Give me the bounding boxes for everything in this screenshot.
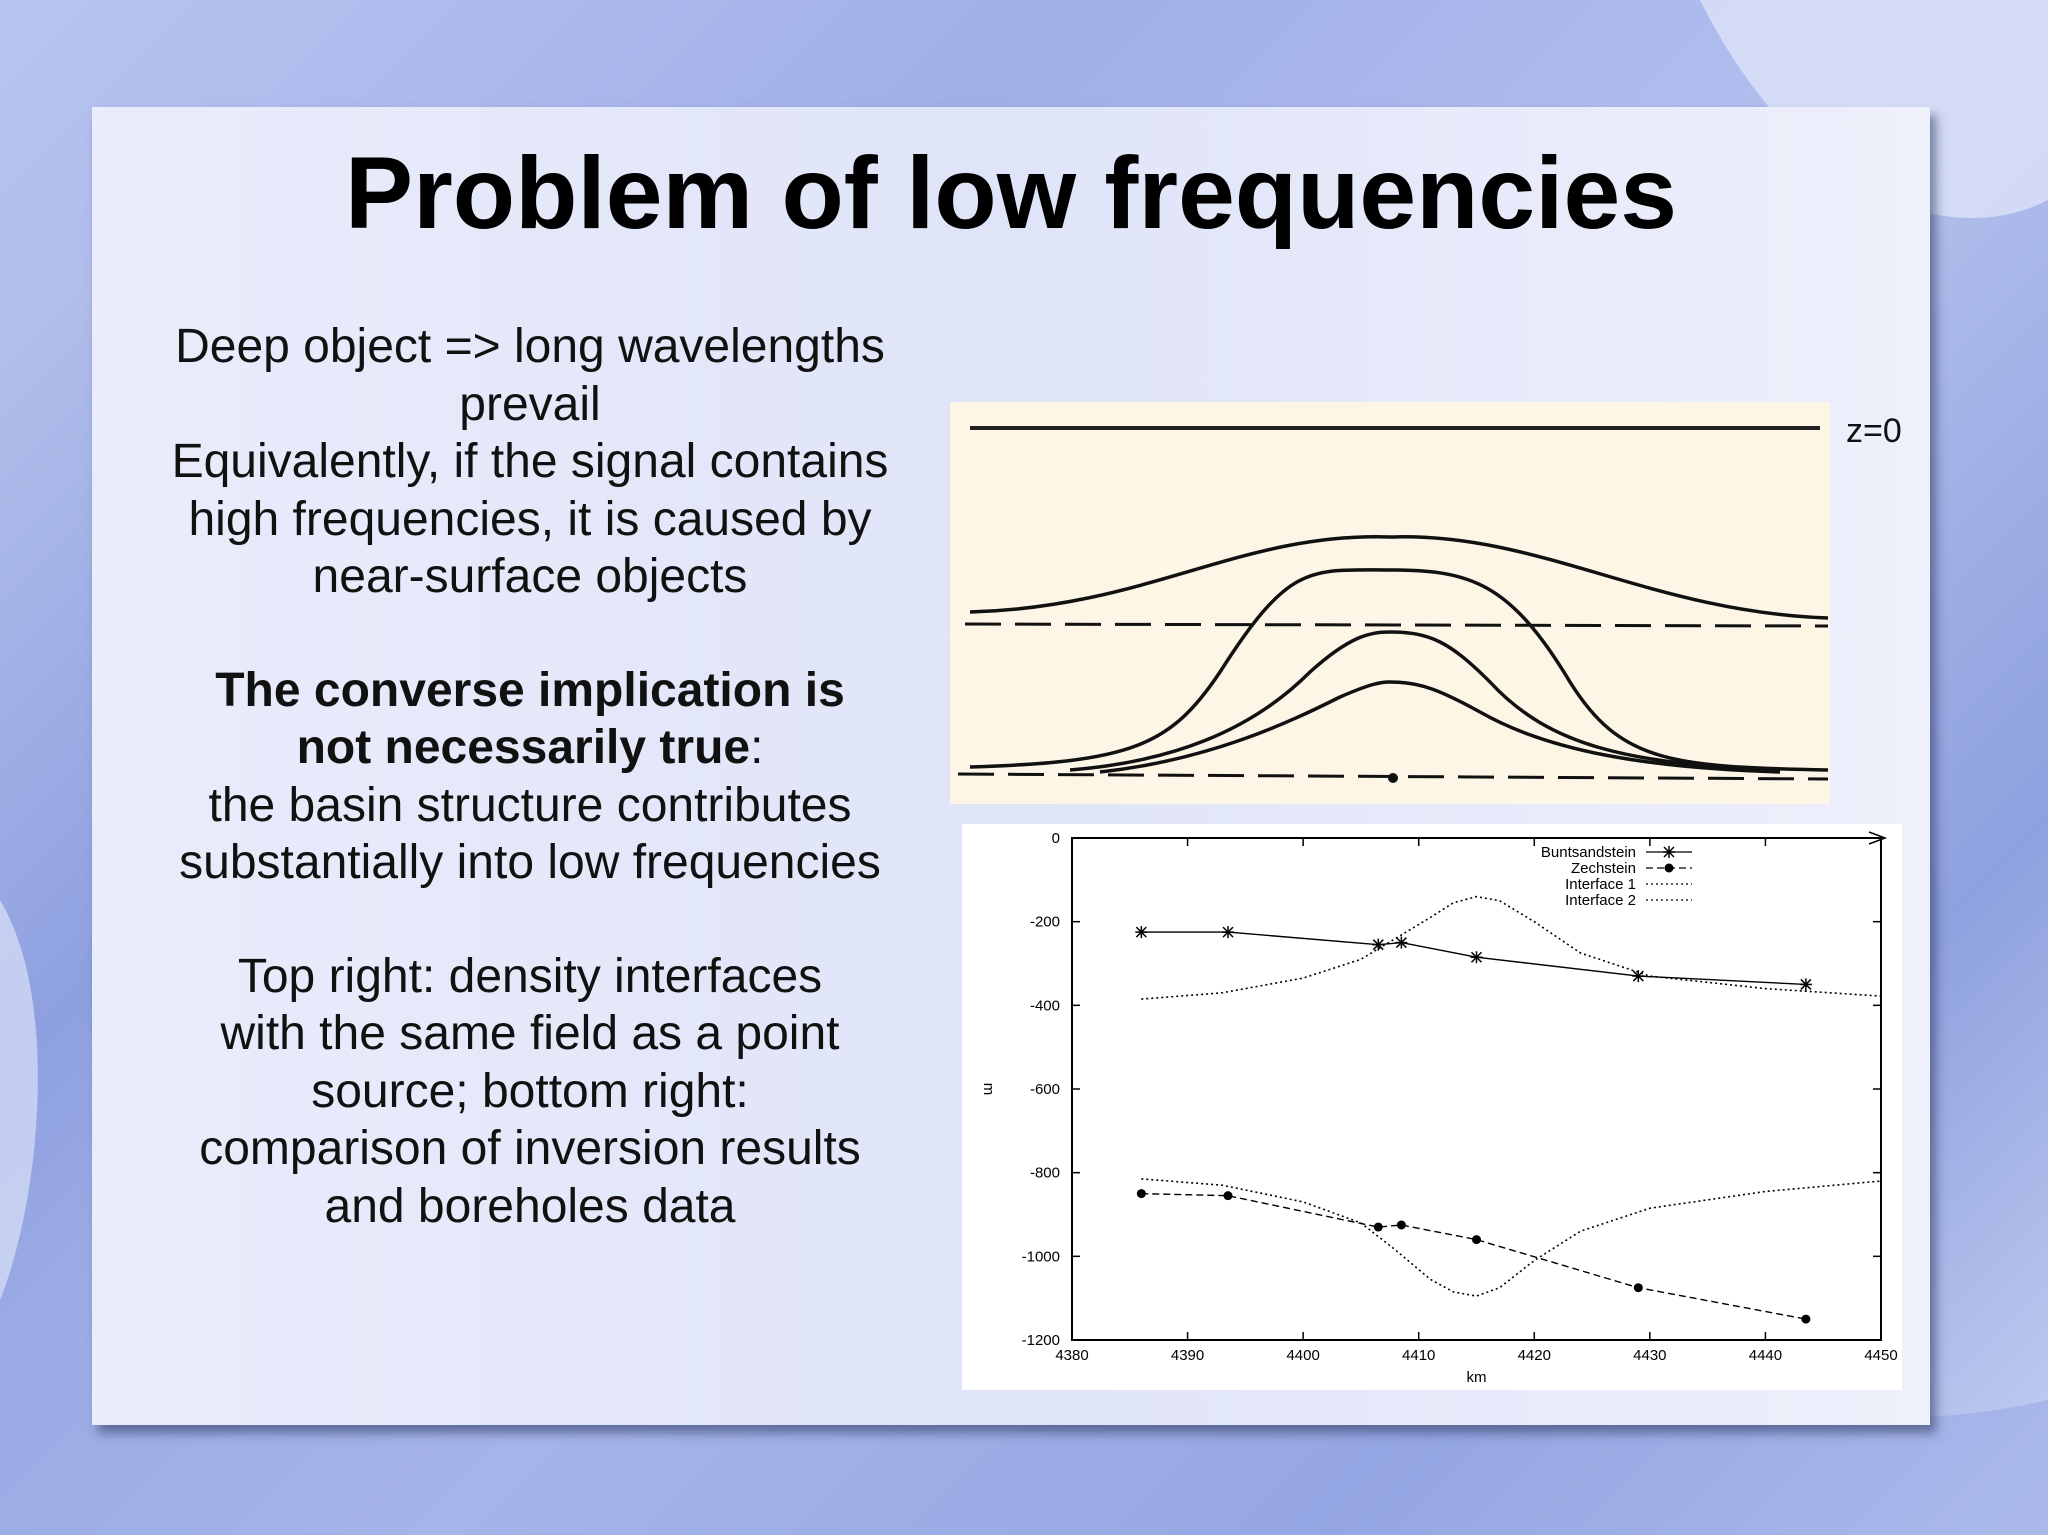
paragraph-1: Deep object => long wavelengths prevail …: [50, 318, 1010, 606]
y-tick-label: -600: [1030, 1081, 1060, 1098]
data-point: [1633, 1283, 1643, 1293]
data-point: [1373, 1222, 1383, 1232]
y-tick-label: -200: [1030, 914, 1060, 931]
data-point: [1472, 1235, 1481, 1245]
data-point: [1632, 970, 1645, 983]
x-tick-label: 4380: [1055, 1347, 1088, 1364]
text-line: substantially into low frequencies: [179, 836, 881, 889]
data-point: [1663, 846, 1675, 858]
bold-line: The converse implication is: [215, 663, 845, 717]
text-line: source; bottom right:: [311, 1064, 749, 1118]
x-tick-label: 4440: [1749, 1347, 1782, 1364]
text-line: prevail: [459, 377, 601, 431]
legend-label: Interface 2: [1565, 892, 1636, 909]
axis-arrow: [1868, 831, 1888, 845]
data-point: [1470, 951, 1483, 964]
text-line: Equivalently, if the signal contains: [171, 435, 889, 488]
marker-stroke: [1800, 978, 1812, 990]
figure-background: [950, 402, 1830, 804]
interface-curve: [1099, 680, 1781, 774]
text-line: Top right: density interfaces: [237, 949, 823, 1003]
interface-curve: [1069, 630, 1781, 772]
data-point: [1223, 1191, 1233, 1201]
data-point: [1136, 1189, 1146, 1199]
data-point: [1395, 936, 1408, 949]
point-source: [1388, 773, 1398, 783]
marker-stroke: [1135, 926, 1147, 938]
y-tick-label: 0: [1052, 830, 1060, 847]
y-tick-label: -400: [1030, 997, 1060, 1014]
z-zero-label: z=0: [1846, 412, 1902, 450]
y-tick-label: -800: [1030, 1165, 1060, 1182]
data-point: [1135, 926, 1148, 939]
data-point: [1801, 1314, 1811, 1324]
data-point: [1372, 938, 1385, 951]
density-interfaces-figure: [950, 402, 1830, 804]
slide-title: Problem of low frequencies: [345, 136, 1677, 250]
colon: :: [750, 721, 764, 774]
marker-stroke: [1372, 939, 1384, 951]
x-tick-label: 4450: [1864, 1347, 1897, 1364]
data-point: [1664, 863, 1674, 873]
y-tick-label: -1000: [1022, 1248, 1060, 1265]
text-line: comparison of inversion results: [199, 1122, 861, 1175]
y-tick-label: -1200: [1022, 1332, 1060, 1349]
x-axis-label: km: [1467, 1369, 1487, 1386]
data-point: [1222, 926, 1235, 939]
chart-background: [962, 824, 1902, 1390]
x-tick-label: 4390: [1171, 1347, 1204, 1364]
text-line: with the same field as a point: [220, 1007, 840, 1060]
legend-label: Zechstein: [1571, 860, 1636, 877]
text-line: near-surface objects: [312, 550, 748, 603]
x-tick-label: 4410: [1402, 1347, 1435, 1364]
interface-curve: [969, 568, 1829, 772]
data-point: [1799, 978, 1812, 991]
bold-phrase: not necessarily true: [296, 721, 751, 774]
marker-stroke: [1395, 937, 1407, 949]
inversion-comparison-chart: 4380 4390 4400 4410 4420 4430 4440 4450 0 -200 -40…: [962, 824, 1902, 1390]
x-tick-label: 4430: [1633, 1347, 1666, 1364]
legend-label: Buntsandstein: [1541, 844, 1636, 861]
text-line: the basin structure contributes: [208, 778, 852, 832]
interface-curve: [964, 622, 1829, 628]
text-line: Deep object => long wavelengths: [175, 320, 885, 373]
slide-body: Deep object => long wavelengths prevail …: [50, 318, 1010, 1235]
marker-stroke: [1470, 951, 1483, 963]
marker-stroke: [1222, 926, 1234, 938]
x-tick-label: 4420: [1518, 1347, 1551, 1364]
paragraph-2: The converse implication is not necessar…: [50, 662, 1010, 892]
text-line: not necessarily true:: [50, 719, 1010, 777]
y-axis-label: m: [980, 1083, 997, 1096]
data-point: [1396, 1220, 1406, 1230]
text-line: and boreholes data: [324, 1179, 736, 1233]
interface-curve: [969, 535, 1829, 620]
paragraph-3: Top right: density interfaces with the s…: [50, 948, 1010, 1236]
text-line: high frequencies, it is caused by: [188, 492, 872, 546]
x-tick-label: 4400: [1286, 1347, 1319, 1364]
marker-stroke: [1663, 846, 1675, 858]
legend-label: Interface 1: [1565, 876, 1636, 893]
